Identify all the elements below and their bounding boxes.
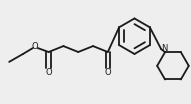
Text: O: O [45,68,52,77]
Text: N: N [161,44,167,53]
Text: O: O [104,68,111,77]
Text: O: O [32,42,38,51]
